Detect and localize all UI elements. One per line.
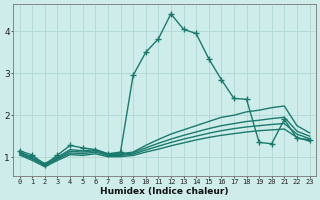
X-axis label: Humidex (Indice chaleur): Humidex (Indice chaleur): [100, 187, 229, 196]
